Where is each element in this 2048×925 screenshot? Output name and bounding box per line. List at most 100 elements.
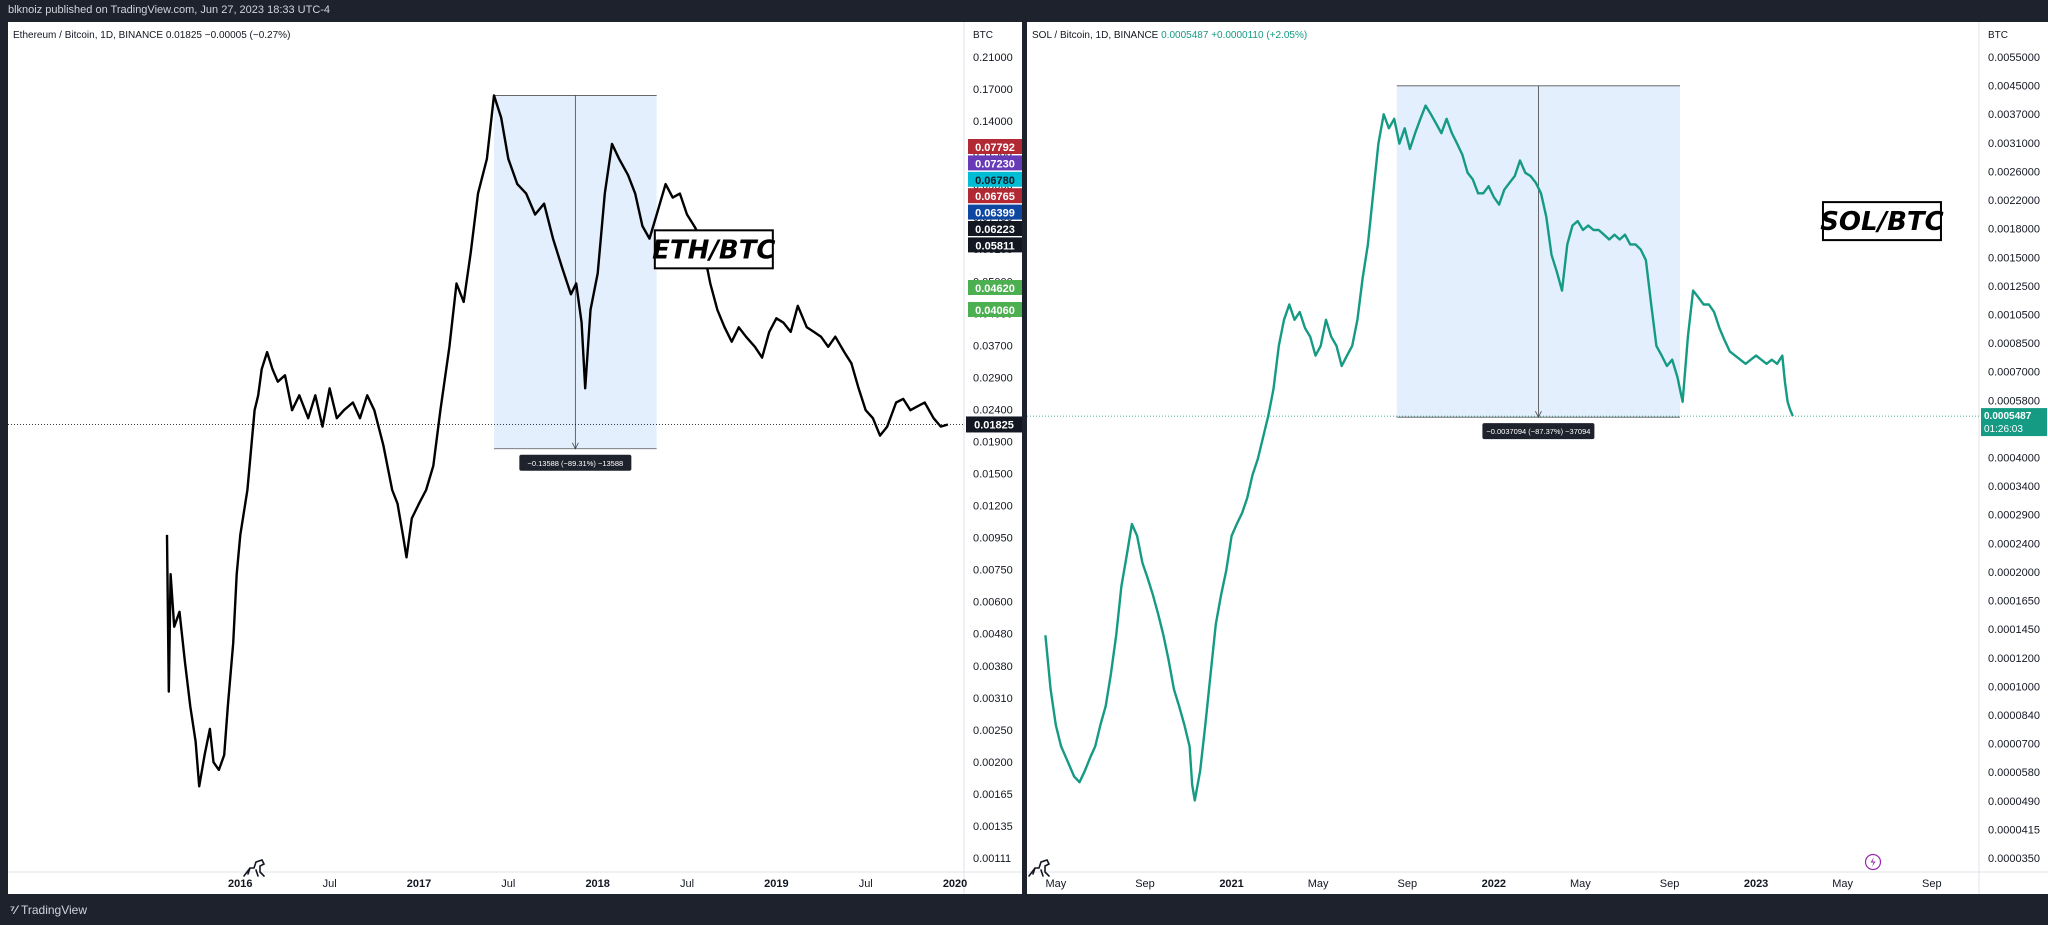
chart-0-y-tick-label: 0.17000 — [973, 84, 1013, 96]
chart-1-price-line[interactable] — [1044, 104, 1794, 802]
chart-0-x-tick-label: 2020 — [943, 878, 967, 890]
eth-btc-chart-svg[interactable]: −0.13588 (−89.31%) −13588 ETH/BTC Ethereum… — [8, 22, 1022, 894]
chart-0-y-tick-label: 0.00200 — [973, 757, 1013, 769]
chart-pane-eth-btc[interactable]: −0.13588 (−89.31%) −13588 ETH/BTC Ethereum… — [8, 22, 1022, 894]
chart-0-legend-value: 0.01825 — [166, 30, 205, 41]
chart-1-y-tick-label: 0.0000490 — [1988, 796, 2040, 808]
chart-1-y-tick-label: 0.0002400 — [1988, 538, 2040, 550]
chart-1-last-price-tag — [1981, 408, 2047, 437]
chart-0-y-tick-label: 0.01900 — [973, 436, 1013, 448]
chart-1-x-tick-label: May — [1570, 878, 1591, 890]
chart-1-y-tick-label: 0.0012500 — [1988, 281, 2040, 293]
chart-1-last-price-label: 0.0005487 — [1984, 411, 2032, 422]
chart-0-price-tag — [968, 139, 1022, 154]
chart-0-y-tick-label: 0.00250 — [973, 725, 1013, 737]
dinosaur-icon[interactable] — [1028, 859, 1051, 877]
chart-0-measure-arrowhead — [571, 442, 579, 450]
chart-0-x-tick-label: 2019 — [764, 878, 788, 890]
chart-0-price-tag — [968, 204, 1022, 220]
chart-pane-sol-btc[interactable]: −0.0037094 (−87.37%) −37094 SOL/BTC SOL / … — [1027, 22, 2048, 894]
chart-0-x-tick-label: 2017 — [407, 878, 431, 890]
chart-0-price-tag — [968, 188, 1022, 204]
chart-1-y-tick-label: 0.0001450 — [1988, 624, 2040, 636]
chart-1-y-tick-label: 0.0007000 — [1988, 367, 2040, 379]
chart-0-y-tick-label: 0.03700 — [973, 340, 1013, 352]
chart-1-x-tick-label: Sep — [1922, 878, 1942, 890]
chart-1-y-tick-label: 0.0037000 — [1988, 109, 2040, 121]
chart-0-x-tick-label: 2016 — [228, 878, 252, 890]
chart-0-currency-label: BTC — [973, 30, 993, 41]
chart-1-y-tick-label: 0.0000840 — [1988, 710, 2040, 722]
chart-1-x-tick-label: 2021 — [1219, 878, 1243, 890]
chart-1-y-tick-label: 0.0001000 — [1988, 681, 2040, 693]
chart-1-x-tick-label: May — [1308, 878, 1329, 890]
tradingview-footer: ⁷⁄ TradingView — [0, 895, 2048, 925]
chart-1-y-tick-label: 0.0026000 — [1988, 166, 2040, 178]
chart-0-price-tag-label: 0.07230 — [975, 158, 1015, 170]
publish-info: blknoiz published on TradingView.com, Ju… — [8, 4, 331, 16]
chart-0-price-tag — [968, 302, 1022, 317]
chart-1-legend: SOL / Bitcoin, 1D, BINANCE 0.0005487 +0.… — [1032, 30, 1307, 41]
chart-0-y-tick-label: 0.01500 — [973, 469, 1013, 481]
chart-1-annotation-box[interactable] — [1821, 201, 1942, 242]
chart-0-last-price-tag — [966, 416, 1022, 433]
chart-1-y-tick-label: 0.0005800 — [1988, 395, 2040, 407]
chart-1-y-tick-label: 0.0002000 — [1988, 567, 2040, 579]
chart-0-measure-label: −0.13588 (−89.31%) −13588 — [527, 459, 623, 468]
chart-1-legend-value: 0.0005487 — [1161, 30, 1211, 41]
chart-0-price-tag — [968, 237, 1022, 253]
chart-0-y-tick-label: 0.00165 — [973, 789, 1013, 801]
chart-0-y-tick-label: 0.14000 — [973, 116, 1013, 128]
chart-0-last-price-label: 0.01825 — [974, 419, 1014, 431]
chart-1-y-tick-label: 0.0001200 — [1988, 653, 2040, 665]
chart-0-x-tick-label: Jul — [501, 878, 515, 890]
chart-1-x-tick-label: 2023 — [1744, 878, 1768, 890]
chart-0-price-line[interactable] — [165, 94, 949, 788]
chart-0-price-tag-label: 0.05811 — [975, 240, 1014, 252]
chart-1-x-tick-label: Sep — [1135, 878, 1155, 890]
chart-0-y-tick-label: 0.00480 — [973, 629, 1013, 641]
chart-0-y-tick-label: 0.00950 — [973, 533, 1013, 545]
tradingview-logo-icon: ⁷⁄ — [10, 903, 17, 917]
chart-1-y-tick-label: 0.0000415 — [1988, 824, 2040, 836]
chart-1-y-tick-label: 0.0004000 — [1988, 453, 2040, 465]
chart-0-y-tick-label: 0.01200 — [973, 501, 1013, 513]
chart-0-x-tick-label: Jul — [680, 878, 694, 890]
chart-0-y-tick-label: 0.00111 — [973, 853, 1011, 865]
chart-0-measure-label-bg — [519, 454, 632, 471]
dinosaur-icon[interactable] — [243, 859, 266, 877]
chart-0-price-tag — [968, 155, 1022, 171]
chart-1-y-tick-label: 0.0045000 — [1988, 81, 2040, 93]
chart-0-price-tag-label: 0.06780 — [975, 175, 1015, 187]
chart-1-x-tick-label: May — [1045, 878, 1066, 890]
chart-1-x-tick-label: 2022 — [1482, 878, 1506, 890]
chart-1-currency-label: BTC — [1988, 30, 2008, 41]
chart-0-y-tick-label: 0.00750 — [973, 565, 1013, 577]
chart-1-annotation-text: SOL/BTC — [1820, 207, 1944, 237]
chart-1-y-tick-label: 0.0001650 — [1988, 596, 2040, 608]
chart-1-x-tick-label: Sep — [1397, 878, 1417, 890]
chart-0-price-tag-label: 0.06765 — [975, 191, 1015, 203]
sol-btc-chart-svg[interactable]: −0.0037094 (−87.37%) −37094 SOL/BTC SOL / … — [1027, 22, 2048, 894]
chart-1-measure-label: −0.0037094 (−87.37%) −37094 — [1486, 427, 1590, 436]
chart-0-price-tag-label: 0.04620 — [975, 283, 1015, 295]
chart-1-legend-change: +0.0000110 (+2.05%) — [1211, 30, 1307, 41]
chart-0-x-tick-label: 2018 — [585, 878, 609, 890]
chart-1-y-tick-label: 0.0000580 — [1988, 767, 2040, 779]
chart-0-legend: Ethereum / Bitcoin, 1D, BINANCE 0.01825 … — [13, 30, 290, 41]
chart-0-annotation-box[interactable] — [653, 229, 774, 270]
chart-0-price-tag — [968, 221, 1022, 236]
publish-header: blknoiz published on TradingView.com, Ju… — [0, 0, 2048, 22]
chart-1-x-tick-label: Sep — [1660, 878, 1680, 890]
chart-0-x-tick-label: Jul — [323, 878, 337, 890]
chart-0-y-tick-label: 0.00380 — [973, 661, 1013, 673]
chart-1-y-tick-label: 0.0031000 — [1988, 138, 2040, 150]
chart-1-y-tick-label: 0.0000700 — [1988, 739, 2040, 751]
chart-1-y-tick-label: 0.0055000 — [1988, 52, 2040, 64]
chart-1-y-tick-label: 0.0008500 — [1988, 338, 2040, 350]
chart-0-y-tick-label: 0.00600 — [973, 597, 1013, 609]
chart-1-legend-symbol: SOL / Bitcoin, 1D, BINANCE — [1032, 30, 1161, 41]
tradingview-logo[interactable]: ⁷⁄ TradingView — [10, 903, 87, 917]
chart-0-price-tag — [968, 171, 1022, 187]
lightning-icon[interactable] — [1864, 853, 1882, 871]
